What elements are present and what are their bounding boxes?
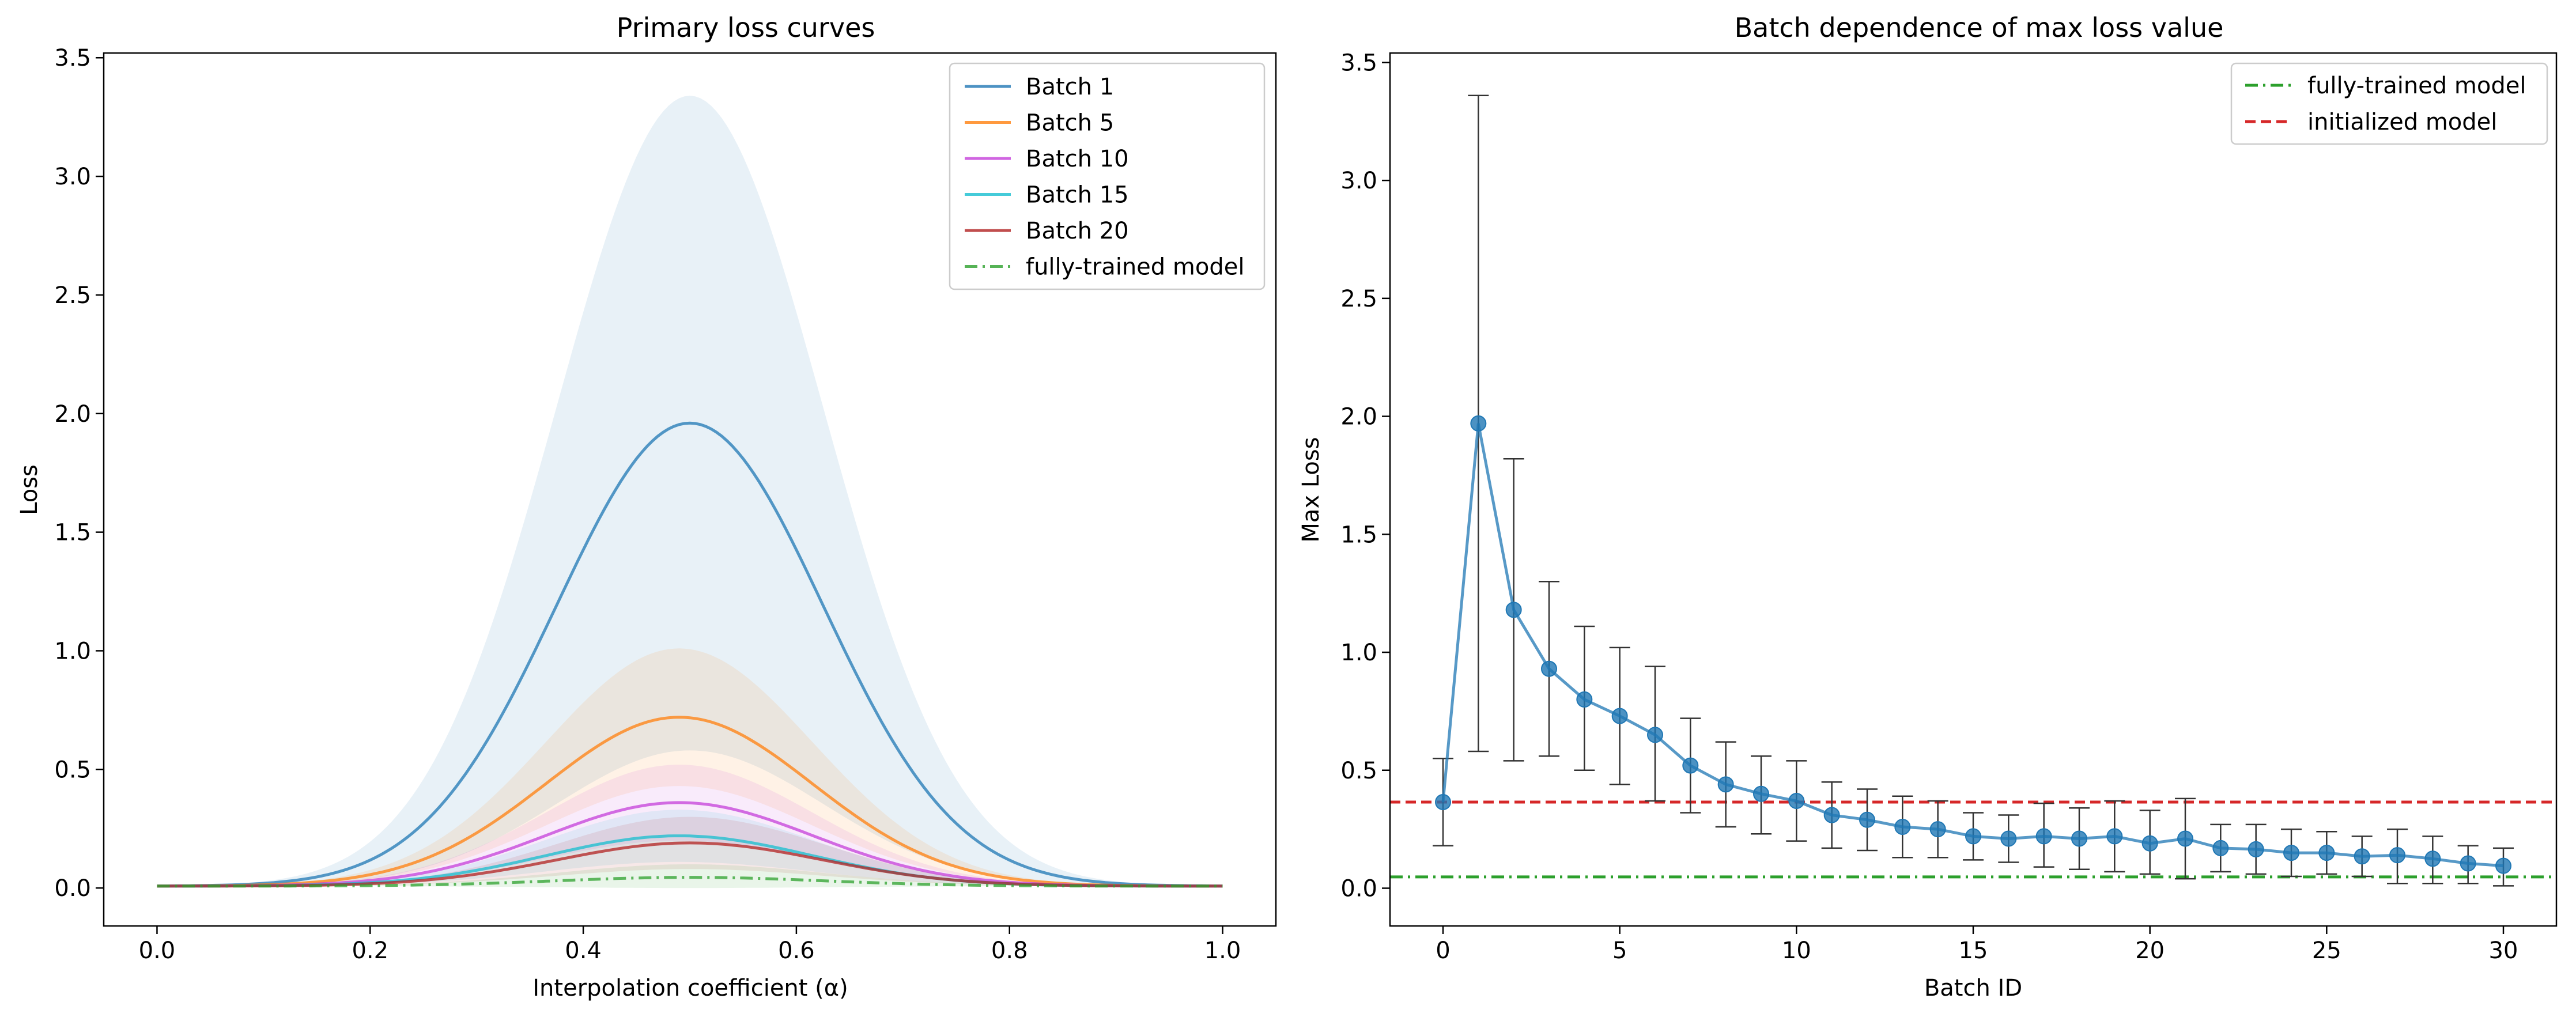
max-loss-point [2283,845,2299,861]
left-legend-label: Batch 1 [1026,74,1114,100]
left-plot-frame [103,52,1277,927]
max-loss-point [2106,828,2123,845]
left-legend-label: Batch 15 [1026,182,1129,209]
left-legend-label: Batch 20 [1026,218,1129,244]
line-series-1 [157,421,1223,888]
right-y-tick-label: 1.0 [1340,640,1377,666]
band-series-5 [157,816,1223,886]
left-y-tick-label: 0.5 [54,757,91,783]
max-loss-point [1647,727,1663,743]
max-loss-point [1611,708,1628,724]
max-loss-point [2495,857,2511,874]
right-y-tick-label: 0.0 [1340,875,1377,902]
max-loss-point [1541,660,1557,677]
max-loss-point [1929,821,1946,838]
left-legend-label: Batch 10 [1026,146,1129,172]
max-loss-point [1682,757,1699,774]
max-loss-point [1470,415,1487,432]
left-y-axis-label: Loss [16,464,43,515]
band-series-3 [157,765,1223,886]
right-x-tick-label: 0 [1436,937,1450,964]
right-legend-label: fully-trained model [2307,73,2526,99]
max-loss-point [1859,811,1875,828]
max-loss-point [2141,835,2158,852]
left-y-tick-label: 1.0 [54,638,91,664]
max-loss-point [2460,855,2476,872]
band-series-4 [157,810,1223,886]
right-y-axis-label: Max Loss [1298,437,1324,542]
left-x-tick-label: 1.0 [1204,937,1241,964]
left-x-tick-label: 0.2 [352,937,388,964]
right-y-tick-label: 2.5 [1340,286,1377,312]
max-loss-point [1435,794,1451,811]
right-x-tick-label: 15 [1959,937,1988,964]
primary-loss-chart: Primary loss curves 0.0 0.2 0.4 0.6 0.8 1.0 0.… [16,12,1277,1001]
max-loss-point [2212,840,2229,856]
left-y-tick-label: 3.5 [54,45,91,71]
left-x-tick-label: 0.6 [778,937,815,964]
max-loss-point [1965,828,1981,845]
left-legend: Batch 1 Batch 5 Batch 10 Batch 15 Batch 20 fu… [949,62,1266,290]
right-x-tick-label: 5 [1612,937,1627,964]
left-y-tick-label: 0.0 [54,875,91,902]
left-y-tick-label: 1.5 [54,520,91,546]
max-loss-point [1788,792,1805,809]
right-x-axis-label: Batch ID [1924,975,2022,1001]
left-x-axis-label: Interpolation coefficient (α) [532,975,848,1001]
line-series-6 [157,876,1223,888]
max-loss-point [2000,830,2017,847]
max-loss-point [2248,841,2264,857]
left-chart-title: Primary loss curves [617,12,875,43]
max-loss-chart: Batch dependence of max loss value 0 5 10 1… [1298,12,2558,1001]
max-loss-point [1505,602,1522,618]
right-plot-frame [1389,52,2558,927]
max-loss-point [2071,830,2087,847]
max-loss-point [1753,785,1769,802]
right-y-tick-label: 3.5 [1340,50,1377,76]
max-loss-point [1823,807,1840,823]
left-x-tick-label: 0.8 [991,937,1028,964]
max-loss-point [2354,848,2370,865]
right-legend-label: initialized model [2307,109,2497,135]
right-y-tick-label: 2.0 [1340,404,1377,430]
left-legend-label: fully-trained model [1026,254,1244,281]
left-y-tick-label: 2.0 [54,401,91,428]
max-loss-point [2424,850,2441,867]
left-x-tick-label: 0.4 [565,937,602,964]
max-loss-point [1576,691,1593,708]
left-x-tick-label: 0.0 [139,937,176,964]
right-x-tick-label: 30 [2489,937,2518,964]
right-x-tick-label: 25 [2312,937,2341,964]
right-y-tick-label: 1.5 [1340,521,1377,548]
right-y-tick-label: 0.5 [1340,758,1377,784]
max-loss-point [2389,847,2405,864]
band-series-1 [157,96,1223,886]
right-y-tick-label: 3.0 [1340,168,1377,194]
right-chart-title: Batch dependence of max loss value [1735,12,2224,43]
left-y-tick-label: 2.5 [54,282,91,309]
max-loss-point [1717,776,1734,793]
max-loss-point [2177,830,2193,847]
right-x-tick-label: 10 [1782,937,1811,964]
max-loss-point [1894,819,1911,835]
max-loss-point [2035,828,2052,845]
left-legend-label: Batch 5 [1026,110,1114,137]
line-series-2 [157,716,1223,888]
left-y-tick-label: 3.0 [54,164,91,190]
band-series-2 [157,648,1223,886]
max-loss-point [2318,845,2335,861]
right-x-tick-label: 20 [2135,937,2165,964]
right-legend: fully-trained model initialized model [2230,62,2548,145]
